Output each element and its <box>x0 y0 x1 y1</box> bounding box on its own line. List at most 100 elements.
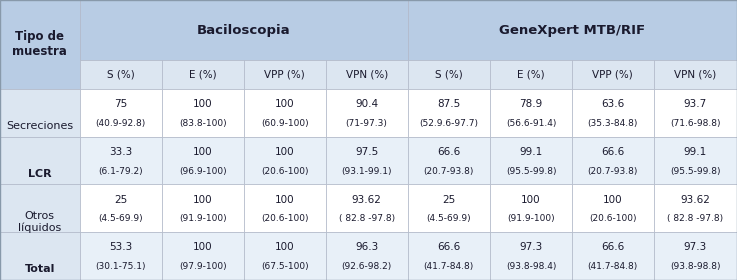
Text: 100: 100 <box>603 195 623 205</box>
Bar <box>326 89 408 137</box>
Text: Baciloscopia: Baciloscopia <box>197 24 290 37</box>
Text: Secreciones: Secreciones <box>6 121 74 131</box>
Bar <box>162 137 244 185</box>
Text: (20.6-100): (20.6-100) <box>589 214 637 223</box>
Text: 63.6: 63.6 <box>601 99 624 109</box>
Bar <box>0 185 80 232</box>
Text: 97.3: 97.3 <box>520 242 542 253</box>
Bar <box>326 232 408 280</box>
Bar <box>490 137 572 185</box>
Text: (60.9-100): (60.9-100) <box>261 119 309 128</box>
Bar <box>572 137 654 185</box>
Text: (40.9-92.8): (40.9-92.8) <box>96 119 146 128</box>
Text: (91.9-100): (91.9-100) <box>507 214 555 223</box>
Bar <box>244 60 326 89</box>
Text: (56.6-91.4): (56.6-91.4) <box>506 119 556 128</box>
Text: 99.1: 99.1 <box>520 147 542 157</box>
Text: (96.9-100): (96.9-100) <box>179 167 227 176</box>
Text: 25: 25 <box>442 195 455 205</box>
Bar <box>162 232 244 280</box>
Bar <box>80 60 162 89</box>
Text: 66.6: 66.6 <box>437 147 461 157</box>
Text: (35.3-84.8): (35.3-84.8) <box>587 119 638 128</box>
Text: (67.5-100): (67.5-100) <box>261 262 309 271</box>
Bar <box>408 60 490 89</box>
Bar <box>572 60 654 89</box>
Text: 33.3: 33.3 <box>109 147 133 157</box>
Text: S (%): S (%) <box>435 69 463 80</box>
Text: (41.7-84.8): (41.7-84.8) <box>424 262 474 271</box>
Text: 66.6: 66.6 <box>601 147 624 157</box>
Text: VPN (%): VPN (%) <box>346 69 388 80</box>
Text: (95.5-99.8): (95.5-99.8) <box>506 167 556 176</box>
Text: 66.6: 66.6 <box>437 242 461 253</box>
Text: (83.8-100): (83.8-100) <box>179 119 227 128</box>
Text: (4.5-69.9): (4.5-69.9) <box>427 214 471 223</box>
Text: Total: Total <box>24 265 55 274</box>
Bar <box>490 60 572 89</box>
Text: 96.3: 96.3 <box>355 242 378 253</box>
Text: (71.6-98.8): (71.6-98.8) <box>670 119 721 128</box>
Text: E (%): E (%) <box>517 69 545 80</box>
Text: (20.7-93.8): (20.7-93.8) <box>587 167 638 176</box>
Bar <box>654 60 737 89</box>
Text: (52.9.6-97.7): (52.9.6-97.7) <box>419 119 478 128</box>
Text: 93.7: 93.7 <box>684 99 707 109</box>
Text: 100: 100 <box>275 195 295 205</box>
Bar <box>80 137 162 185</box>
Text: 25: 25 <box>114 195 128 205</box>
Text: (95.5-99.8): (95.5-99.8) <box>670 167 721 176</box>
Text: (71-97.3): (71-97.3) <box>346 119 388 128</box>
Text: 100: 100 <box>193 147 213 157</box>
Text: 100: 100 <box>193 99 213 109</box>
Text: ( 82.8 -97.8): ( 82.8 -97.8) <box>667 214 724 223</box>
Text: LCR: LCR <box>28 169 52 179</box>
Bar <box>80 232 162 280</box>
Bar <box>0 137 80 185</box>
Text: E (%): E (%) <box>189 69 217 80</box>
Text: (20.6-100): (20.6-100) <box>261 167 309 176</box>
Text: 66.6: 66.6 <box>601 242 624 253</box>
Bar <box>162 60 244 89</box>
Text: (93.8-98.4): (93.8-98.4) <box>506 262 556 271</box>
Bar <box>162 185 244 232</box>
Text: 100: 100 <box>521 195 541 205</box>
Bar <box>326 60 408 89</box>
Text: 100: 100 <box>275 147 295 157</box>
Bar <box>654 137 737 185</box>
Text: 100: 100 <box>275 242 295 253</box>
Text: 100: 100 <box>193 195 213 205</box>
Bar <box>0 0 80 89</box>
Bar <box>80 185 162 232</box>
Bar <box>408 185 490 232</box>
Bar <box>244 89 326 137</box>
Bar <box>408 0 737 60</box>
Text: (41.7-84.8): (41.7-84.8) <box>587 262 638 271</box>
Text: Otros
líquidos: Otros líquidos <box>18 211 61 233</box>
Bar <box>244 137 326 185</box>
Text: (6.1-79.2): (6.1-79.2) <box>99 167 143 176</box>
Text: 100: 100 <box>275 99 295 109</box>
Text: Tipo de
muestra: Tipo de muestra <box>13 31 67 59</box>
Text: 97.5: 97.5 <box>355 147 378 157</box>
Text: VPN (%): VPN (%) <box>674 69 716 80</box>
Bar <box>654 185 737 232</box>
Bar <box>490 232 572 280</box>
Bar <box>654 89 737 137</box>
Text: VPP (%): VPP (%) <box>265 69 305 80</box>
Text: (97.9-100): (97.9-100) <box>179 262 227 271</box>
Bar <box>244 232 326 280</box>
Bar <box>408 137 490 185</box>
Bar <box>408 89 490 137</box>
Text: 87.5: 87.5 <box>437 99 461 109</box>
Text: GeneXpert MTB/RIF: GeneXpert MTB/RIF <box>499 24 646 37</box>
Bar <box>654 232 737 280</box>
Bar <box>326 185 408 232</box>
Text: (20.6-100): (20.6-100) <box>261 214 309 223</box>
Text: 97.3: 97.3 <box>684 242 707 253</box>
Text: (20.7-93.8): (20.7-93.8) <box>424 167 474 176</box>
Text: 93.62: 93.62 <box>352 195 382 205</box>
Bar <box>0 232 80 280</box>
Bar <box>244 185 326 232</box>
Bar <box>162 89 244 137</box>
